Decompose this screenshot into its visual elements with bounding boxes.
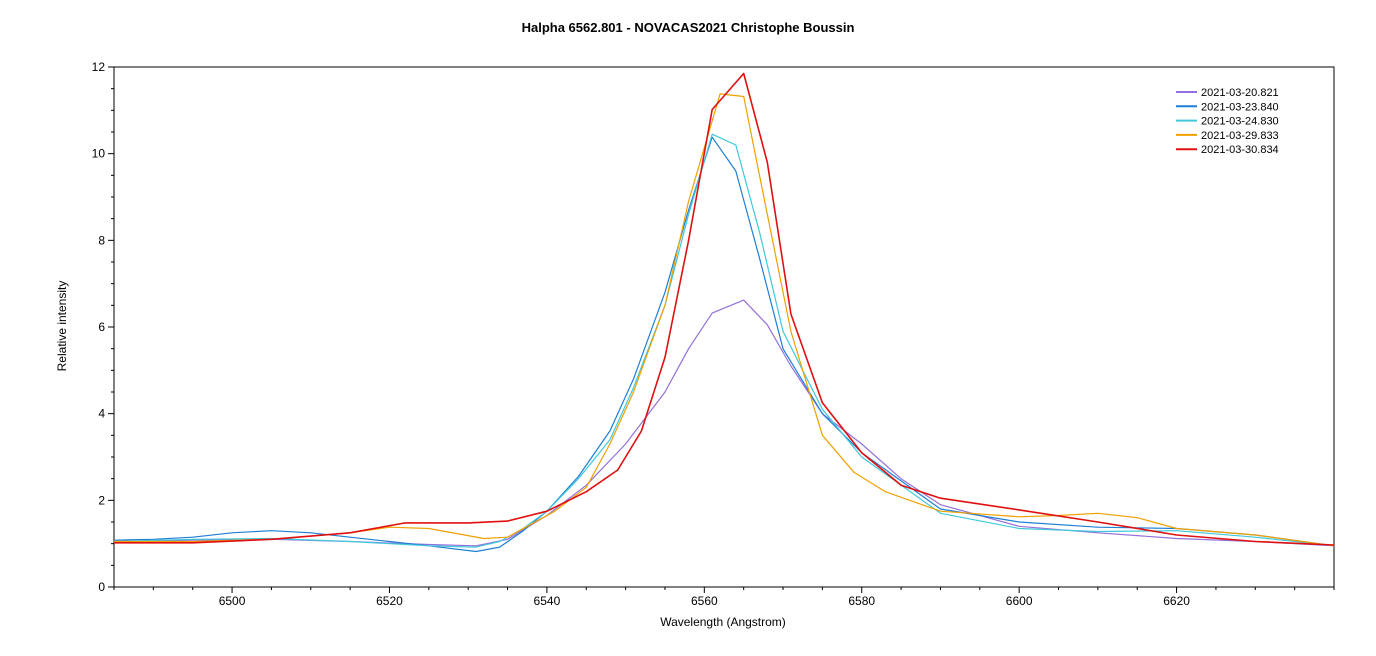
x-tick-label: 6500 (219, 594, 246, 608)
series-layer (113, 72, 1335, 553)
y-axis: 0 2 4 6 8 10 12 (92, 60, 114, 594)
series-line-2021-03-30.834 (114, 72, 1335, 546)
series-line-2021-03-23.840 (113, 136, 1335, 553)
y-tick-label: 6 (98, 320, 105, 334)
x-tick-label: 6580 (848, 594, 875, 608)
plot-frame (113, 66, 1335, 588)
legend: 2021-03-20.821 2021-03-23.840 2021-03-24.8… (1176, 87, 1279, 156)
y-tick-label: 10 (92, 147, 106, 161)
chart-title: Halpha 6562.801 - NOVACAS2021 Christophe… (521, 20, 855, 35)
legend-entry: 2021-03-20.821 (1201, 87, 1279, 99)
y-axis-label: Relative intensity (55, 281, 69, 372)
x-tick-label: 6600 (1006, 594, 1033, 608)
legend-entry: 2021-03-30.834 (1201, 144, 1279, 156)
series-line-2021-03-24.830 (113, 133, 1335, 548)
x-axis-label: Wavelength (Angstrom) (660, 615, 786, 629)
y-tick-label: 0 (98, 580, 105, 594)
legend-entry: 2021-03-24.830 (1201, 116, 1279, 128)
plot-area (113, 66, 1335, 588)
y-tick-label: 2 (98, 493, 105, 507)
series-line-2021-03-20.821 (113, 299, 1335, 547)
x-tick-label: 6620 (1163, 594, 1190, 608)
y-tick-label: 4 (98, 407, 105, 421)
legend-entry: 2021-03-23.840 (1201, 101, 1279, 113)
x-tick-label: 6540 (534, 594, 561, 608)
series-line-2021-03-29.833 (114, 93, 1335, 547)
x-tick-label: 6520 (376, 594, 403, 608)
x-tick-label: 6560 (691, 594, 718, 608)
y-tick-label: 8 (98, 233, 105, 247)
legend-entry: 2021-03-29.833 (1201, 130, 1279, 142)
x-axis: 6500 6520 6540 6560 6580 6600 6620 (113, 587, 1335, 608)
y-tick-label: 12 (92, 60, 106, 74)
